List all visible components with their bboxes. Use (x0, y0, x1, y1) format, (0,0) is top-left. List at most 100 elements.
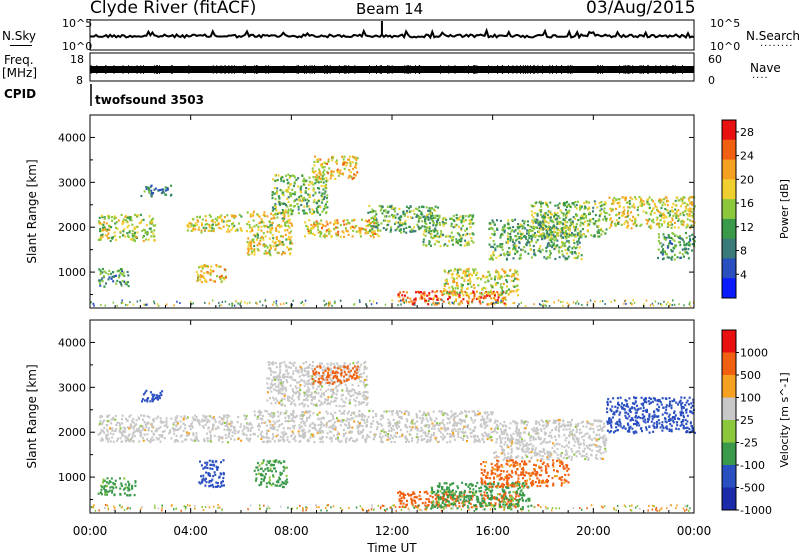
power-cell (457, 284, 460, 287)
velocity-cell (427, 432, 430, 435)
power-cell (431, 214, 434, 217)
velocity-cell (245, 414, 248, 418)
power-cell (466, 274, 468, 277)
power-cell (540, 209, 543, 212)
power-cell (492, 254, 495, 257)
power-cell (408, 301, 411, 304)
power-cell (276, 212, 279, 216)
power-cell (383, 215, 386, 218)
power-cell (319, 206, 322, 209)
velocity-cell (441, 410, 443, 413)
velocity-cell (292, 391, 295, 394)
power-ground-cell (431, 303, 433, 306)
velocity-cell (462, 438, 465, 441)
velocity-cell (404, 437, 407, 440)
power-cell (109, 239, 112, 243)
power-cell (488, 243, 491, 246)
power-cell (319, 158, 322, 161)
power-cell (394, 216, 397, 219)
power-cell (573, 242, 576, 245)
velocity-cell (283, 412, 286, 415)
velocity-cell (341, 420, 344, 423)
velocity-cell (424, 431, 427, 434)
power-cell (273, 186, 276, 189)
power-cell (335, 162, 338, 165)
power-cell (456, 218, 459, 221)
power-cell (148, 215, 151, 218)
power-cell (671, 210, 674, 213)
velocity-cell (353, 388, 356, 392)
power-cell (101, 271, 104, 274)
power-cell (281, 176, 284, 179)
power-cell (262, 221, 265, 224)
velocity-cell (425, 434, 428, 438)
power-cell (287, 187, 290, 190)
power-cell (558, 251, 561, 254)
power-cell (598, 215, 601, 218)
power-cell (312, 188, 315, 191)
power-cell (539, 234, 542, 237)
power-cell (558, 217, 561, 220)
power-cell (149, 220, 152, 223)
velocity-cell (312, 378, 315, 381)
velocity-cell (101, 421, 104, 424)
velocity-cell (348, 389, 351, 392)
power-cell (405, 226, 408, 229)
velocity-cell (333, 425, 336, 428)
power-cell (440, 232, 443, 235)
power-cell (276, 178, 279, 181)
power-cell (460, 283, 463, 286)
velocity-cell (125, 417, 127, 420)
power-cell (112, 271, 115, 274)
velocity-cell (165, 417, 168, 420)
power-cell (689, 227, 692, 230)
velocity-cell (337, 431, 340, 434)
velocity-cell (204, 417, 207, 420)
velocity-cell (370, 425, 373, 428)
velocity-cell (462, 428, 464, 431)
power-cell (308, 193, 311, 197)
velocity-cell (176, 422, 179, 425)
power-cell (502, 226, 505, 229)
power-cell (501, 298, 504, 301)
power-cell (314, 176, 317, 179)
power-cell (323, 195, 326, 198)
velocity-cell (474, 419, 477, 422)
velocity-cell (300, 421, 303, 424)
power-cell (219, 265, 222, 268)
power-ground-cell (435, 302, 437, 305)
power-cell (423, 225, 426, 228)
power-ground-cell (660, 304, 663, 307)
velocity-cell (489, 418, 492, 421)
power-cell (586, 224, 589, 227)
power-cell (329, 221, 332, 224)
velocity-cell (196, 418, 199, 421)
power-cell (206, 265, 209, 268)
power-cell (670, 257, 673, 260)
power-cell (103, 285, 106, 288)
power-cell (527, 252, 530, 255)
power-cell (562, 232, 564, 235)
power-cell (289, 238, 291, 241)
power-cell (559, 220, 562, 223)
velocity-cell (269, 426, 272, 429)
power-cell (560, 211, 563, 214)
power-cell (584, 205, 586, 208)
power-cell (317, 228, 320, 231)
power-cell (477, 277, 480, 280)
power-cell (600, 212, 603, 215)
velocity-cell (157, 437, 160, 440)
velocity-cell (328, 384, 331, 387)
velocity-cell (419, 429, 422, 432)
power-cell (420, 296, 423, 299)
velocity-cell (218, 415, 221, 419)
power-cell (313, 221, 316, 224)
power-ground-cell (228, 303, 231, 306)
velocity-cell (233, 438, 236, 441)
velocity-cell (251, 426, 254, 429)
power-cell (199, 274, 202, 277)
power-cell (304, 199, 307, 202)
power-cell (516, 273, 519, 276)
velocity-cell (314, 428, 317, 431)
velocity-cell (311, 422, 314, 425)
